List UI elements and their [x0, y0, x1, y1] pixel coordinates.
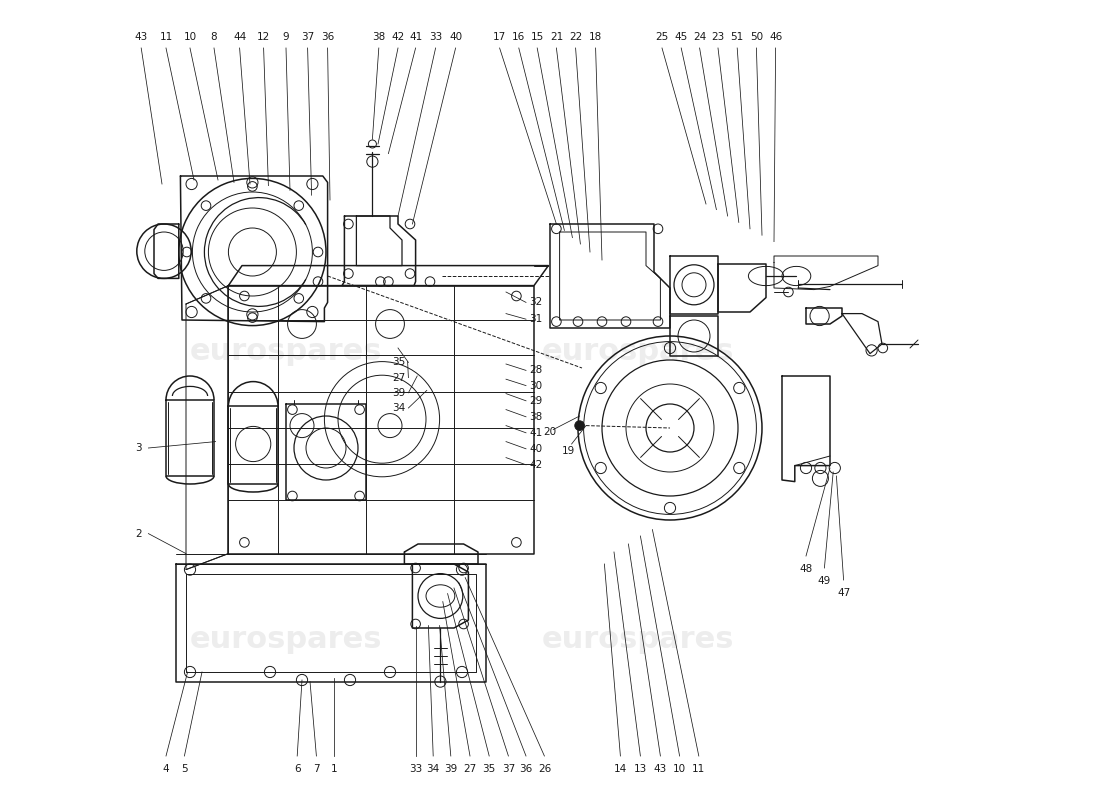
Text: 37: 37 — [502, 764, 515, 774]
Text: 47: 47 — [837, 588, 850, 598]
Text: 22: 22 — [569, 31, 582, 42]
Text: 3: 3 — [135, 443, 142, 453]
Text: 5: 5 — [182, 764, 188, 774]
Text: eurosparеs: eurosparеs — [541, 626, 735, 654]
Text: 35: 35 — [483, 764, 496, 774]
Text: 35: 35 — [392, 358, 405, 367]
Text: 31: 31 — [529, 314, 542, 324]
Text: 19: 19 — [562, 446, 575, 456]
Text: 12: 12 — [257, 31, 271, 42]
Text: 28: 28 — [529, 366, 542, 375]
Text: 25: 25 — [656, 31, 669, 42]
Text: 38: 38 — [372, 31, 385, 42]
Text: 18: 18 — [588, 31, 602, 42]
Text: 27: 27 — [392, 373, 405, 382]
Text: 44: 44 — [233, 31, 246, 42]
Text: 33: 33 — [409, 764, 422, 774]
Text: eurosparеs: eurosparеs — [189, 626, 383, 654]
Text: 42: 42 — [392, 31, 405, 42]
Text: 40: 40 — [449, 31, 462, 42]
Text: 27: 27 — [463, 764, 476, 774]
Text: 39: 39 — [392, 388, 405, 398]
Text: 23: 23 — [712, 31, 725, 42]
Text: 29: 29 — [529, 396, 542, 406]
Text: 34: 34 — [427, 764, 440, 774]
Text: 11: 11 — [160, 31, 173, 42]
Text: 17: 17 — [493, 31, 506, 42]
Text: 43: 43 — [653, 764, 667, 774]
Text: 36: 36 — [519, 764, 532, 774]
Text: 38: 38 — [529, 412, 542, 422]
Text: 48: 48 — [800, 564, 813, 574]
Text: 4: 4 — [163, 764, 169, 774]
Text: 33: 33 — [429, 31, 442, 42]
Text: 51: 51 — [730, 31, 744, 42]
Text: 9: 9 — [283, 31, 289, 42]
Text: 24: 24 — [693, 31, 706, 42]
Text: 32: 32 — [529, 298, 542, 307]
Circle shape — [575, 421, 584, 430]
Text: eurosparеs: eurosparеs — [541, 338, 735, 366]
Text: 10: 10 — [673, 764, 686, 774]
Text: 30: 30 — [529, 381, 542, 390]
Text: 11: 11 — [692, 764, 705, 774]
Text: 40: 40 — [529, 444, 542, 454]
Text: 21: 21 — [550, 31, 563, 42]
Text: 26: 26 — [538, 764, 551, 774]
Text: 43: 43 — [134, 31, 147, 42]
Text: 46: 46 — [769, 31, 782, 42]
Text: 14: 14 — [614, 764, 627, 774]
Text: 50: 50 — [750, 31, 763, 42]
Text: 1: 1 — [331, 764, 338, 774]
Text: 20: 20 — [543, 427, 557, 437]
Text: 2: 2 — [135, 529, 142, 538]
Text: eurosparеs: eurosparеs — [189, 338, 383, 366]
Text: 10: 10 — [184, 31, 197, 42]
Text: 39: 39 — [444, 764, 458, 774]
Text: 16: 16 — [513, 31, 526, 42]
Text: 42: 42 — [529, 460, 542, 470]
Text: 6: 6 — [294, 764, 300, 774]
Text: 34: 34 — [392, 403, 405, 413]
Text: 49: 49 — [817, 576, 830, 586]
Text: 8: 8 — [211, 31, 218, 42]
Text: 45: 45 — [674, 31, 688, 42]
Text: 13: 13 — [634, 764, 647, 774]
Text: 15: 15 — [530, 31, 543, 42]
Text: 36: 36 — [321, 31, 334, 42]
Text: 7: 7 — [314, 764, 320, 774]
Text: 37: 37 — [301, 31, 315, 42]
Text: 41: 41 — [409, 31, 422, 42]
Text: 41: 41 — [529, 428, 542, 438]
